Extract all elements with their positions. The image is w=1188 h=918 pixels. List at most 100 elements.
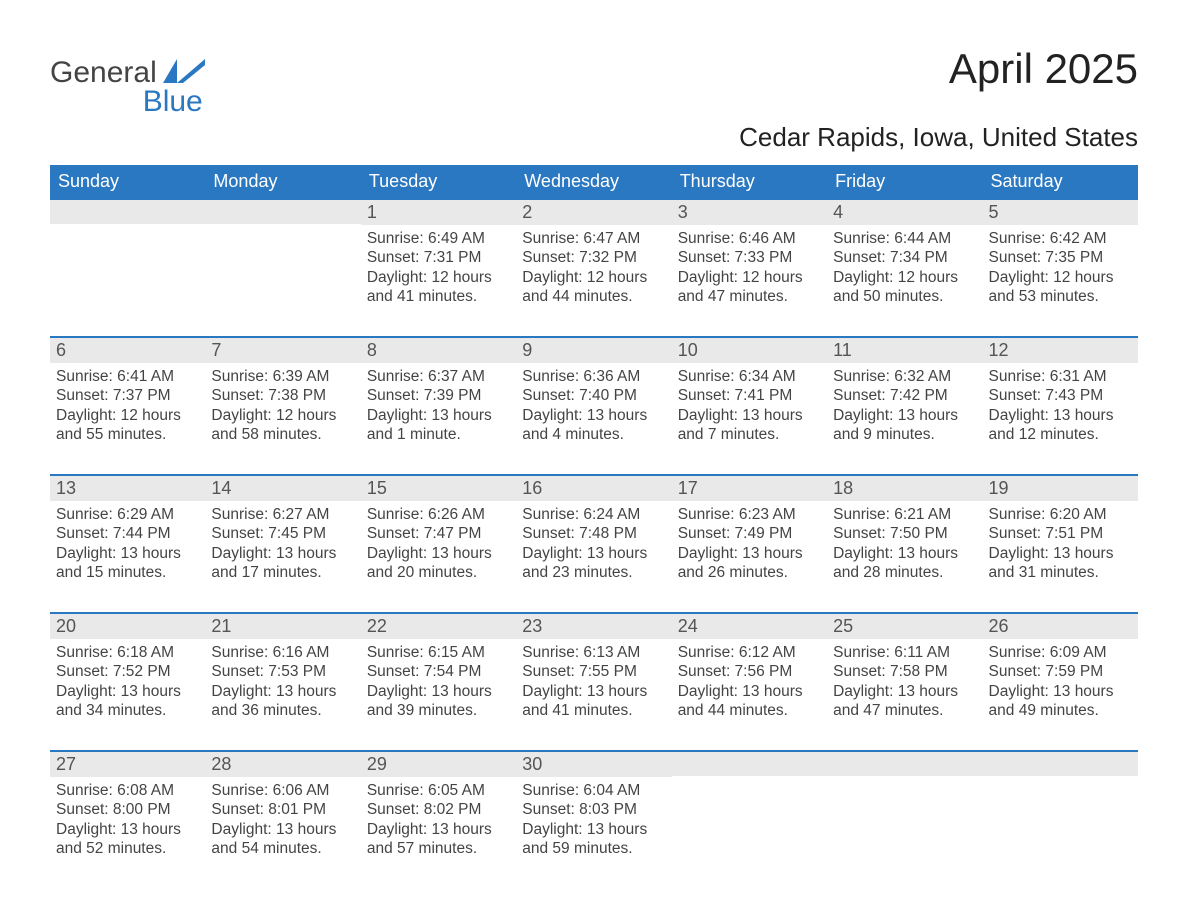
calendar-week-row: 20Sunrise: 6:18 AMSunset: 7:52 PMDayligh… — [50, 613, 1138, 751]
day-number: 15 — [361, 476, 516, 501]
day-content — [827, 776, 982, 788]
day-number: 22 — [361, 614, 516, 639]
day-number: 24 — [672, 614, 827, 639]
weekday-header-row: SundayMondayTuesdayWednesdayThursdayFrid… — [50, 165, 1138, 199]
weekday-header: Saturday — [983, 165, 1138, 199]
logo-word-general: General — [50, 59, 157, 88]
calendar-day-cell: 10Sunrise: 6:34 AMSunset: 7:41 PMDayligh… — [672, 337, 827, 475]
day-number: 12 — [983, 338, 1138, 363]
day-number: 29 — [361, 752, 516, 777]
calendar-day-cell: 22Sunrise: 6:15 AMSunset: 7:54 PMDayligh… — [361, 613, 516, 751]
day-content: Sunrise: 6:39 AMSunset: 7:38 PMDaylight:… — [205, 363, 360, 453]
day-number: 1 — [361, 200, 516, 225]
calendar-day-cell: 20Sunrise: 6:18 AMSunset: 7:52 PMDayligh… — [50, 613, 205, 751]
day-content: Sunrise: 6:18 AMSunset: 7:52 PMDaylight:… — [50, 639, 205, 729]
calendar-week-row: 27Sunrise: 6:08 AMSunset: 8:00 PMDayligh… — [50, 751, 1138, 889]
day-content: Sunrise: 6:34 AMSunset: 7:41 PMDaylight:… — [672, 363, 827, 453]
day-number — [672, 752, 827, 776]
day-content: Sunrise: 6:09 AMSunset: 7:59 PMDaylight:… — [983, 639, 1138, 729]
day-content: Sunrise: 6:06 AMSunset: 8:01 PMDaylight:… — [205, 777, 360, 867]
calendar-day-cell — [50, 199, 205, 337]
day-number — [205, 200, 360, 224]
calendar-table: SundayMondayTuesdayWednesdayThursdayFrid… — [50, 165, 1138, 889]
day-number: 18 — [827, 476, 982, 501]
day-number: 28 — [205, 752, 360, 777]
calendar-day-cell: 2Sunrise: 6:47 AMSunset: 7:32 PMDaylight… — [516, 199, 671, 337]
weekday-header: Tuesday — [361, 165, 516, 199]
weekday-header: Monday — [205, 165, 360, 199]
day-number: 14 — [205, 476, 360, 501]
day-number: 6 — [50, 338, 205, 363]
day-number — [50, 200, 205, 224]
calendar-day-cell — [205, 199, 360, 337]
calendar-day-cell: 28Sunrise: 6:06 AMSunset: 8:01 PMDayligh… — [205, 751, 360, 889]
weekday-header: Friday — [827, 165, 982, 199]
calendar-day-cell: 3Sunrise: 6:46 AMSunset: 7:33 PMDaylight… — [672, 199, 827, 337]
day-number: 20 — [50, 614, 205, 639]
day-content: Sunrise: 6:49 AMSunset: 7:31 PMDaylight:… — [361, 225, 516, 315]
calendar-day-cell: 21Sunrise: 6:16 AMSunset: 7:53 PMDayligh… — [205, 613, 360, 751]
day-number: 2 — [516, 200, 671, 225]
day-number: 21 — [205, 614, 360, 639]
calendar-day-cell: 23Sunrise: 6:13 AMSunset: 7:55 PMDayligh… — [516, 613, 671, 751]
flag-icon — [163, 59, 205, 88]
day-content: Sunrise: 6:11 AMSunset: 7:58 PMDaylight:… — [827, 639, 982, 729]
day-number: 26 — [983, 614, 1138, 639]
day-number — [827, 752, 982, 776]
calendar-day-cell: 15Sunrise: 6:26 AMSunset: 7:47 PMDayligh… — [361, 475, 516, 613]
day-content: Sunrise: 6:04 AMSunset: 8:03 PMDaylight:… — [516, 777, 671, 867]
day-number: 13 — [50, 476, 205, 501]
calendar-day-cell: 24Sunrise: 6:12 AMSunset: 7:56 PMDayligh… — [672, 613, 827, 751]
day-content: Sunrise: 6:26 AMSunset: 7:47 PMDaylight:… — [361, 501, 516, 591]
day-content: Sunrise: 6:42 AMSunset: 7:35 PMDaylight:… — [983, 225, 1138, 315]
day-content: Sunrise: 6:12 AMSunset: 7:56 PMDaylight:… — [672, 639, 827, 729]
day-number: 3 — [672, 200, 827, 225]
day-content: Sunrise: 6:24 AMSunset: 7:48 PMDaylight:… — [516, 501, 671, 591]
logo: General Blue — [50, 45, 205, 116]
day-content: Sunrise: 6:21 AMSunset: 7:50 PMDaylight:… — [827, 501, 982, 591]
location-subtitle: Cedar Rapids, Iowa, United States — [50, 122, 1138, 153]
day-content — [205, 224, 360, 236]
calendar-day-cell: 4Sunrise: 6:44 AMSunset: 7:34 PMDaylight… — [827, 199, 982, 337]
calendar-day-cell: 9Sunrise: 6:36 AMSunset: 7:40 PMDaylight… — [516, 337, 671, 475]
day-number: 9 — [516, 338, 671, 363]
day-content — [983, 776, 1138, 788]
calendar-day-cell: 19Sunrise: 6:20 AMSunset: 7:51 PMDayligh… — [983, 475, 1138, 613]
calendar-day-cell: 25Sunrise: 6:11 AMSunset: 7:58 PMDayligh… — [827, 613, 982, 751]
day-content: Sunrise: 6:13 AMSunset: 7:55 PMDaylight:… — [516, 639, 671, 729]
header: General Blue April 2025 — [50, 45, 1138, 116]
day-number: 27 — [50, 752, 205, 777]
day-number: 7 — [205, 338, 360, 363]
calendar-day-cell — [827, 751, 982, 889]
day-number: 16 — [516, 476, 671, 501]
calendar-day-cell: 30Sunrise: 6:04 AMSunset: 8:03 PMDayligh… — [516, 751, 671, 889]
day-number: 25 — [827, 614, 982, 639]
day-content: Sunrise: 6:27 AMSunset: 7:45 PMDaylight:… — [205, 501, 360, 591]
calendar-day-cell: 29Sunrise: 6:05 AMSunset: 8:02 PMDayligh… — [361, 751, 516, 889]
calendar-day-cell: 5Sunrise: 6:42 AMSunset: 7:35 PMDaylight… — [983, 199, 1138, 337]
weekday-header: Sunday — [50, 165, 205, 199]
calendar-week-row: 6Sunrise: 6:41 AMSunset: 7:37 PMDaylight… — [50, 337, 1138, 475]
day-number: 11 — [827, 338, 982, 363]
calendar-day-cell: 7Sunrise: 6:39 AMSunset: 7:38 PMDaylight… — [205, 337, 360, 475]
logo-word-blue: Blue — [143, 88, 203, 117]
day-content: Sunrise: 6:37 AMSunset: 7:39 PMDaylight:… — [361, 363, 516, 453]
day-content: Sunrise: 6:16 AMSunset: 7:53 PMDaylight:… — [205, 639, 360, 729]
day-content: Sunrise: 6:05 AMSunset: 8:02 PMDaylight:… — [361, 777, 516, 867]
day-content: Sunrise: 6:08 AMSunset: 8:00 PMDaylight:… — [50, 777, 205, 867]
day-content: Sunrise: 6:47 AMSunset: 7:32 PMDaylight:… — [516, 225, 671, 315]
day-content: Sunrise: 6:20 AMSunset: 7:51 PMDaylight:… — [983, 501, 1138, 591]
day-content: Sunrise: 6:36 AMSunset: 7:40 PMDaylight:… — [516, 363, 671, 453]
calendar-day-cell: 12Sunrise: 6:31 AMSunset: 7:43 PMDayligh… — [983, 337, 1138, 475]
calendar-day-cell: 1Sunrise: 6:49 AMSunset: 7:31 PMDaylight… — [361, 199, 516, 337]
calendar-day-cell: 26Sunrise: 6:09 AMSunset: 7:59 PMDayligh… — [983, 613, 1138, 751]
day-content — [672, 776, 827, 788]
day-number: 4 — [827, 200, 982, 225]
weekday-header: Thursday — [672, 165, 827, 199]
day-content: Sunrise: 6:15 AMSunset: 7:54 PMDaylight:… — [361, 639, 516, 729]
calendar-day-cell: 11Sunrise: 6:32 AMSunset: 7:42 PMDayligh… — [827, 337, 982, 475]
day-content: Sunrise: 6:41 AMSunset: 7:37 PMDaylight:… — [50, 363, 205, 453]
calendar-day-cell: 27Sunrise: 6:08 AMSunset: 8:00 PMDayligh… — [50, 751, 205, 889]
calendar-day-cell: 14Sunrise: 6:27 AMSunset: 7:45 PMDayligh… — [205, 475, 360, 613]
day-content: Sunrise: 6:44 AMSunset: 7:34 PMDaylight:… — [827, 225, 982, 315]
